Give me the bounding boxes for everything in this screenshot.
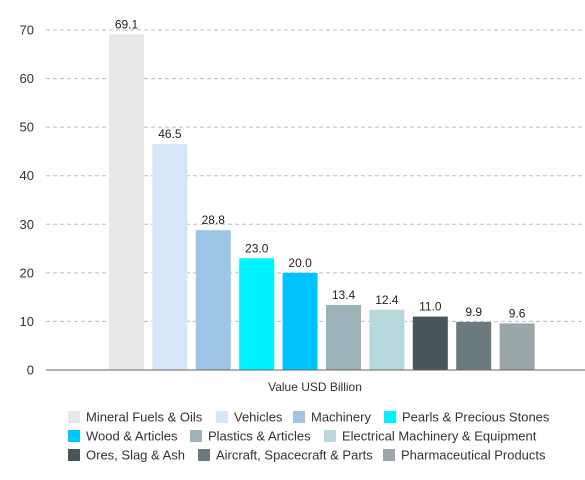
legend-label: Mineral Fuels & Oils — [86, 410, 203, 425]
legend-label: Wood & Articles — [86, 429, 178, 444]
bar — [456, 321, 492, 370]
legend-swatch — [324, 430, 336, 442]
data-label: 20.0 — [288, 256, 312, 270]
y-tick-label: 30 — [20, 217, 34, 232]
legend-label: Aircraft, Spacecraft & Parts — [216, 448, 373, 463]
bar — [282, 272, 318, 370]
legend-swatch — [68, 430, 80, 442]
bar — [326, 304, 361, 370]
legend: Mineral Fuels & Oils Vehicles Machinery Pea… — [68, 410, 550, 463]
bar — [152, 144, 188, 370]
legend-swatch — [216, 411, 228, 423]
y-tick-label: 40 — [20, 168, 34, 183]
bars — [109, 34, 535, 370]
legend-label: Plastics & Articles — [208, 429, 311, 444]
y-tick-label: 0 — [27, 363, 34, 378]
legend-swatch — [383, 449, 395, 461]
y-tick-label: 70 — [20, 23, 34, 38]
legend-swatch — [198, 449, 210, 461]
bar — [369, 309, 405, 370]
legend-label: Vehicles — [234, 410, 283, 425]
y-tick-label: 10 — [20, 314, 34, 329]
data-label: 69.1 — [115, 17, 139, 31]
legend-swatch — [68, 449, 80, 461]
bar — [195, 230, 231, 370]
data-label: 11.0 — [419, 300, 442, 314]
y-tick-label: 20 — [20, 265, 34, 280]
legend-swatch — [190, 430, 202, 442]
legend-swatch — [68, 411, 80, 423]
legend-swatch — [384, 411, 396, 423]
y-tick-label: 50 — [20, 120, 34, 135]
legend-label: Electrical Machinery & Equipment — [342, 429, 537, 444]
bar — [412, 316, 448, 370]
data-label: 9.9 — [465, 305, 482, 319]
y-tick-label: 60 — [20, 71, 34, 86]
data-label: 46.5 — [158, 127, 182, 141]
y-axis-ticks: 0 10 20 30 40 50 60 70 — [20, 23, 34, 378]
data-label: 23.0 — [245, 241, 269, 255]
legend-label: Machinery — [311, 410, 371, 425]
data-label: 13.4 — [332, 288, 356, 302]
data-label: 28.8 — [202, 213, 226, 227]
data-label: 12.4 — [375, 293, 399, 307]
legend-swatch — [293, 411, 305, 423]
legend-label: Pharmaceutical Products — [401, 448, 546, 463]
data-labels: 69.1 46.5 28.8 23.0 20.0 13.4 12.4 11.0 9.9 9.6 — [115, 17, 526, 320]
legend-label: Ores, Slag & Ash — [86, 448, 185, 463]
data-label: 9.6 — [509, 306, 526, 320]
bar — [109, 34, 144, 370]
bar — [239, 258, 275, 370]
legend-label: Pearls & Precious Stones — [402, 410, 550, 425]
x-axis-title: Value USD Billion — [268, 380, 362, 394]
bar — [499, 323, 535, 370]
